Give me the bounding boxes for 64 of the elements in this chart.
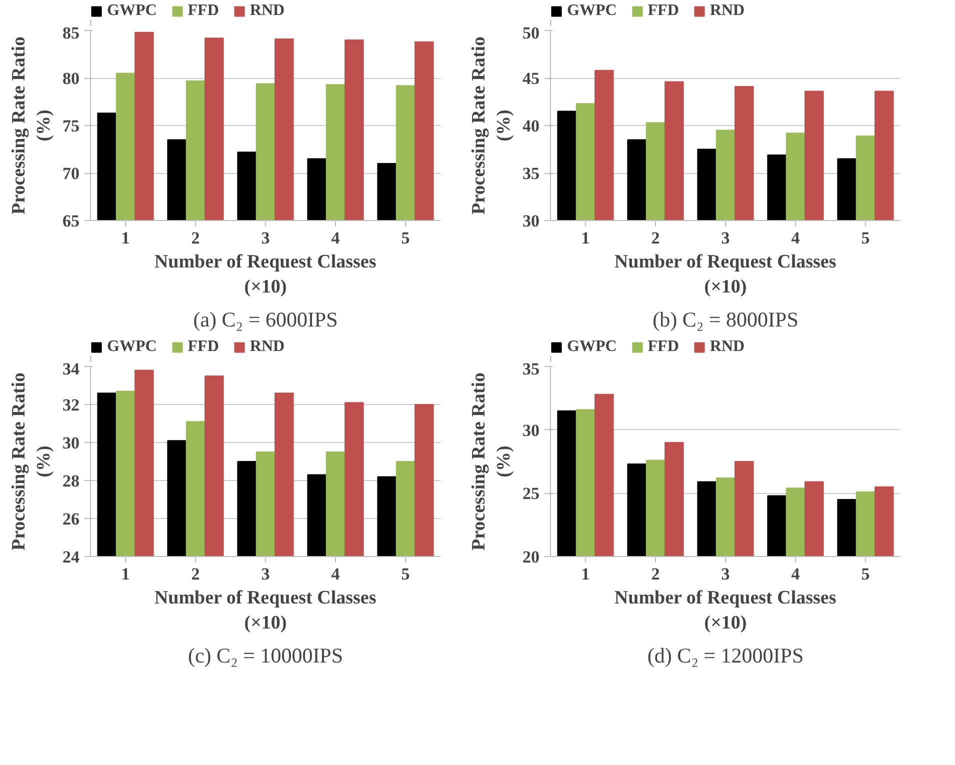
x-tick-label: 5 bbox=[861, 228, 870, 248]
x-axis-title: Number of Request Classes (×10) bbox=[154, 588, 376, 634]
x-axis-title: Number of Request Classes (×10) bbox=[614, 252, 836, 298]
legend-label: FFD bbox=[188, 2, 219, 20]
y-tick-label: 40 bbox=[522, 116, 540, 136]
text: (d) C₂ = 12000IPS bbox=[647, 644, 804, 668]
y-tick-label: 30 bbox=[62, 434, 80, 452]
x-axis-title: Number of Request Classes (×10) bbox=[154, 252, 376, 298]
x-tick-label: 4 bbox=[331, 564, 340, 584]
legend-label: RND bbox=[250, 2, 285, 20]
x-tick-label: 5 bbox=[401, 228, 410, 248]
x-axis-title: Number of Request Classes (×10) bbox=[614, 588, 836, 634]
y-tick-label: 20 bbox=[522, 548, 540, 566]
y-tick-label: 45 bbox=[522, 69, 540, 88]
x-tick-label: 5 bbox=[861, 564, 870, 584]
x-tick-label: 1 bbox=[121, 564, 130, 584]
x-tick-label: 3 bbox=[721, 564, 730, 584]
x-tick-label: 2 bbox=[651, 228, 660, 248]
x-tick-label: 4 bbox=[791, 228, 800, 248]
x-tick-label: 5 bbox=[401, 564, 410, 584]
legend-label: RND bbox=[250, 338, 285, 356]
y-tick-label: 34 bbox=[62, 360, 80, 378]
legend-label: GWPC bbox=[567, 338, 617, 356]
x-tick-label: 2 bbox=[191, 564, 200, 584]
x-tick-label: 1 bbox=[581, 564, 590, 584]
y-tick-label: 30 bbox=[522, 212, 540, 230]
legend-label: FFD bbox=[648, 338, 679, 356]
y-axis-title: Processing Rate Ratio (%) bbox=[468, 372, 514, 550]
y-tick-label: 30 bbox=[522, 420, 540, 440]
y-axis-title: Processing Rate Ratio (%) bbox=[468, 36, 514, 214]
y-tick-label: 28 bbox=[62, 472, 80, 490]
x-tick-label: 3 bbox=[261, 228, 270, 248]
x-tick-label: 2 bbox=[191, 228, 200, 248]
x-tick-label: 2 bbox=[651, 564, 660, 584]
legend-label: FFD bbox=[188, 338, 219, 356]
y-tick-label: 50 bbox=[522, 24, 540, 42]
x-tick-label: 3 bbox=[721, 228, 730, 248]
x-tick-label: 4 bbox=[791, 564, 800, 584]
text: (c) C₂ = 10000IPS bbox=[188, 644, 344, 668]
legend-label: GWPC bbox=[107, 338, 157, 356]
y-tick-label: 65 bbox=[62, 212, 80, 230]
y-axis-title: Processing Rate Ratio (%) bbox=[8, 372, 54, 550]
y-tick-label: 85 bbox=[62, 24, 80, 42]
y-axis-title: Processing Rate Ratio (%) bbox=[8, 36, 54, 214]
legend-label: GWPC bbox=[567, 2, 617, 20]
x-tick-label: 4 bbox=[331, 228, 340, 248]
legend-label: RND bbox=[710, 338, 745, 356]
y-tick-label: 26 bbox=[62, 510, 80, 528]
text: (a) C₂ = 6000IPS bbox=[193, 308, 338, 332]
y-tick-label: 32 bbox=[62, 396, 80, 414]
y-tick-label: 75 bbox=[62, 116, 80, 136]
y-tick-label: 24 bbox=[62, 548, 80, 566]
text: (b) C₂ = 8000IPS bbox=[652, 308, 798, 332]
x-tick-label: 3 bbox=[261, 564, 270, 584]
y-tick-label: 35 bbox=[522, 164, 540, 183]
legend-label: RND bbox=[710, 2, 745, 20]
x-tick-label: 1 bbox=[121, 228, 130, 248]
legend-label: FFD bbox=[648, 2, 679, 20]
y-tick-label: 25 bbox=[522, 484, 540, 504]
y-tick-label: 35 bbox=[522, 360, 540, 378]
legend-label: GWPC bbox=[107, 2, 157, 20]
x-tick-label: 1 bbox=[581, 228, 590, 248]
y-tick-label: 70 bbox=[62, 164, 80, 183]
y-tick-label: 80 bbox=[62, 69, 80, 88]
